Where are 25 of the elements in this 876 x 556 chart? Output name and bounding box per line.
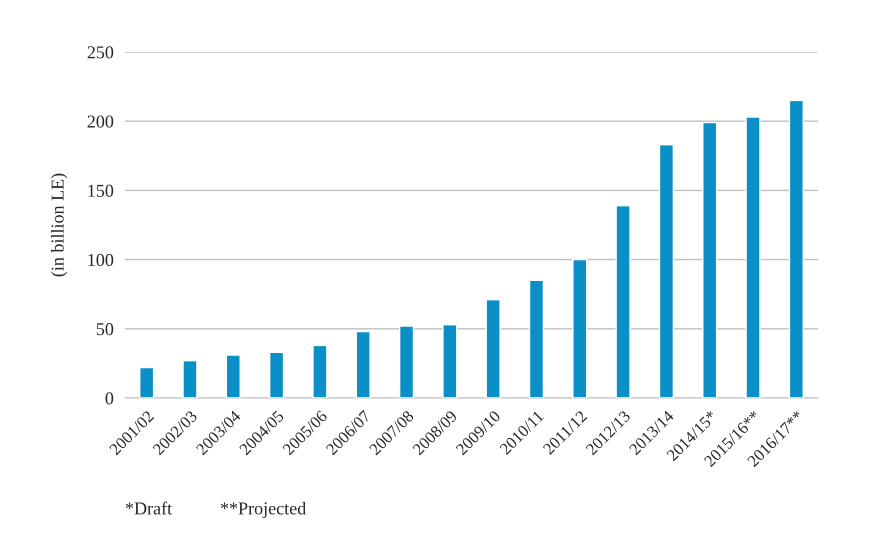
- text: *Draft: [126, 502, 172, 515]
- bar: [528, 280, 544, 398]
- bar: [788, 100, 804, 398]
- bar: [702, 122, 718, 398]
- bar: [356, 330, 371, 398]
- text: **Projected: [220, 502, 306, 518]
- bar: [442, 324, 458, 398]
- bar: [226, 354, 241, 398]
- y-axis-title: (in billion LE): [50, 174, 68, 276]
- y-tick-label: 0: [106, 392, 114, 404]
- bar: [658, 144, 674, 398]
- bar: [572, 258, 588, 398]
- bar: [312, 344, 328, 398]
- y-tick-label: 50: [96, 323, 114, 336]
- y-tick-label: 100: [88, 254, 114, 266]
- y-tick-label: 250: [88, 46, 114, 58]
- bar: [268, 352, 284, 398]
- bar: [486, 299, 501, 398]
- bar: [398, 325, 414, 398]
- y-tick-label: 150: [88, 184, 114, 197]
- bar: [615, 204, 631, 398]
- y-tick-label: 200: [88, 115, 114, 128]
- bar: [139, 366, 154, 398]
- bar: [182, 360, 198, 398]
- bar: [745, 116, 761, 398]
